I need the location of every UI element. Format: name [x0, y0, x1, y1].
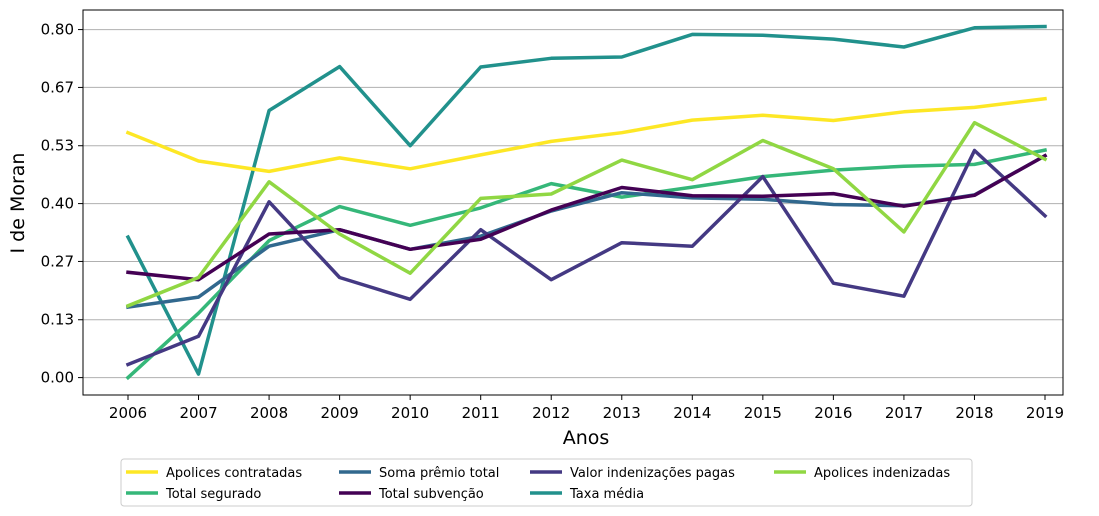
x-tick-label: 2013: [603, 404, 641, 422]
series-line-taxa-m-dia: [125, 24, 1047, 376]
x-tick-label: 2010: [391, 404, 429, 422]
x-tick-label: 2019: [1026, 404, 1064, 422]
series-line-apolices-indenizadas: [125, 120, 1048, 309]
x-axis-title: Anos: [563, 427, 610, 449]
x-tick-label: 2009: [321, 404, 359, 422]
y-tick-label: 0.00: [41, 369, 74, 387]
x-tick-label: 2018: [955, 404, 993, 422]
y-tick-label: 0.13: [41, 311, 74, 329]
y-tick-label: 0.27: [41, 252, 74, 270]
x-tick-label: 2006: [109, 404, 147, 422]
legend-label: Apolices indenizadas: [814, 466, 950, 481]
x-tick-label: 2008: [250, 404, 288, 422]
x-tick-label: 2016: [814, 404, 852, 422]
plot-frame: [82, 9, 1064, 396]
legend-label: Taxa média: [569, 487, 644, 502]
y-tick-label: 0.53: [41, 137, 74, 155]
x-tick-label: 2011: [462, 404, 500, 422]
x-tick-label: 2007: [179, 404, 217, 422]
y-axis-title: I de Moran: [7, 153, 29, 254]
series-line-apolices-contratadas: [125, 96, 1047, 174]
series-layer: [125, 24, 1048, 381]
x-tick-label: 2012: [532, 404, 570, 422]
y-tick-label: 0.40: [41, 195, 74, 213]
legend-label: Valor indenizações pagas: [570, 466, 735, 481]
y-tick-label: 0.67: [41, 78, 74, 96]
x-tick-label: 2015: [744, 404, 782, 422]
x-tick-label: 2014: [673, 404, 711, 422]
y-tick-label: 0.80: [41, 21, 74, 39]
legend: Apolices contratadas Total segurado Soma p…: [120, 458, 973, 507]
series-line-valor-indeniza-es-pagas: [125, 148, 1048, 367]
legend-label: Soma prêmio total: [379, 466, 499, 481]
x-tick-label: 2017: [885, 404, 923, 422]
legend-label: Total subvenção: [378, 487, 484, 502]
legend-label: Total segurado: [165, 487, 261, 502]
axis-layer: 0.00 0.13 0.27 0.40 0.53 0.67 0.80 2006 2007 2008…: [41, 21, 1065, 422]
series-line-total-subven-o: [126, 153, 1048, 282]
legend-frame: [120, 458, 973, 507]
legend-label: Apolices contratadas: [166, 466, 302, 481]
